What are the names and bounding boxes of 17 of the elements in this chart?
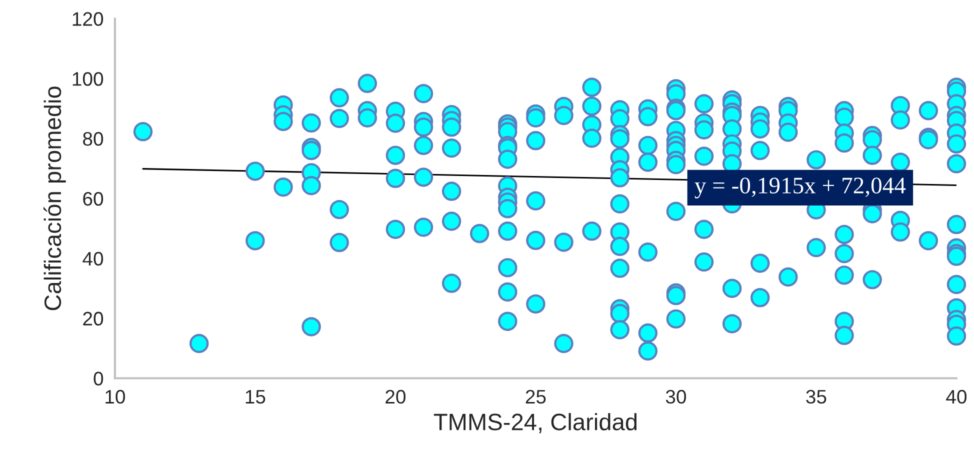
x-tick-label: 25 bbox=[526, 390, 546, 404]
y-tick-label: 40 bbox=[82, 252, 104, 266]
x-axis-title: TMMS-24, Claridad bbox=[434, 413, 637, 434]
y-tick-label: 60 bbox=[83, 192, 104, 206]
y-tick-label: 80 bbox=[83, 132, 104, 146]
x-tick-label: 15 bbox=[246, 390, 266, 404]
x-tick-label: 10 bbox=[106, 390, 125, 404]
annotation: y = -0,1915x + 72,044 bbox=[694, 178, 906, 198]
x-tick-label: 35 bbox=[806, 390, 826, 404]
y-axis-title: Calificación promedio bbox=[44, 86, 66, 310]
y-tick-label: 120 bbox=[72, 12, 104, 26]
x-tick-label: 40 bbox=[946, 390, 967, 404]
y-tick-label: 0 bbox=[94, 372, 104, 386]
x-tick-label: 20 bbox=[386, 390, 406, 404]
x-tick-label: 30 bbox=[666, 390, 686, 404]
y-tick-label: 100 bbox=[72, 72, 104, 86]
y-tick-label: 20 bbox=[83, 312, 104, 326]
